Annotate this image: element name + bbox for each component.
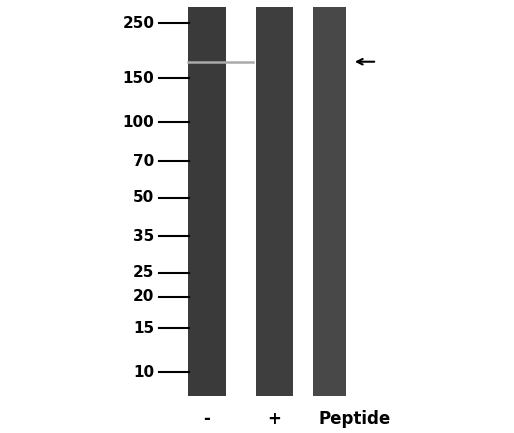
Text: 25: 25 xyxy=(133,265,155,280)
Text: 20: 20 xyxy=(133,289,155,304)
Bar xyxy=(188,7,226,396)
Text: 35: 35 xyxy=(133,229,155,244)
Text: 250: 250 xyxy=(122,16,155,31)
Text: 50: 50 xyxy=(133,190,155,205)
Bar xyxy=(256,7,293,396)
Text: 150: 150 xyxy=(123,71,155,86)
Text: Peptide: Peptide xyxy=(318,410,391,428)
Text: -: - xyxy=(204,410,210,428)
Bar xyxy=(313,7,346,396)
Text: 70: 70 xyxy=(133,154,155,168)
Text: 100: 100 xyxy=(123,115,155,130)
Text: 10: 10 xyxy=(133,365,155,380)
Text: 15: 15 xyxy=(133,320,155,336)
Text: +: + xyxy=(268,410,282,428)
